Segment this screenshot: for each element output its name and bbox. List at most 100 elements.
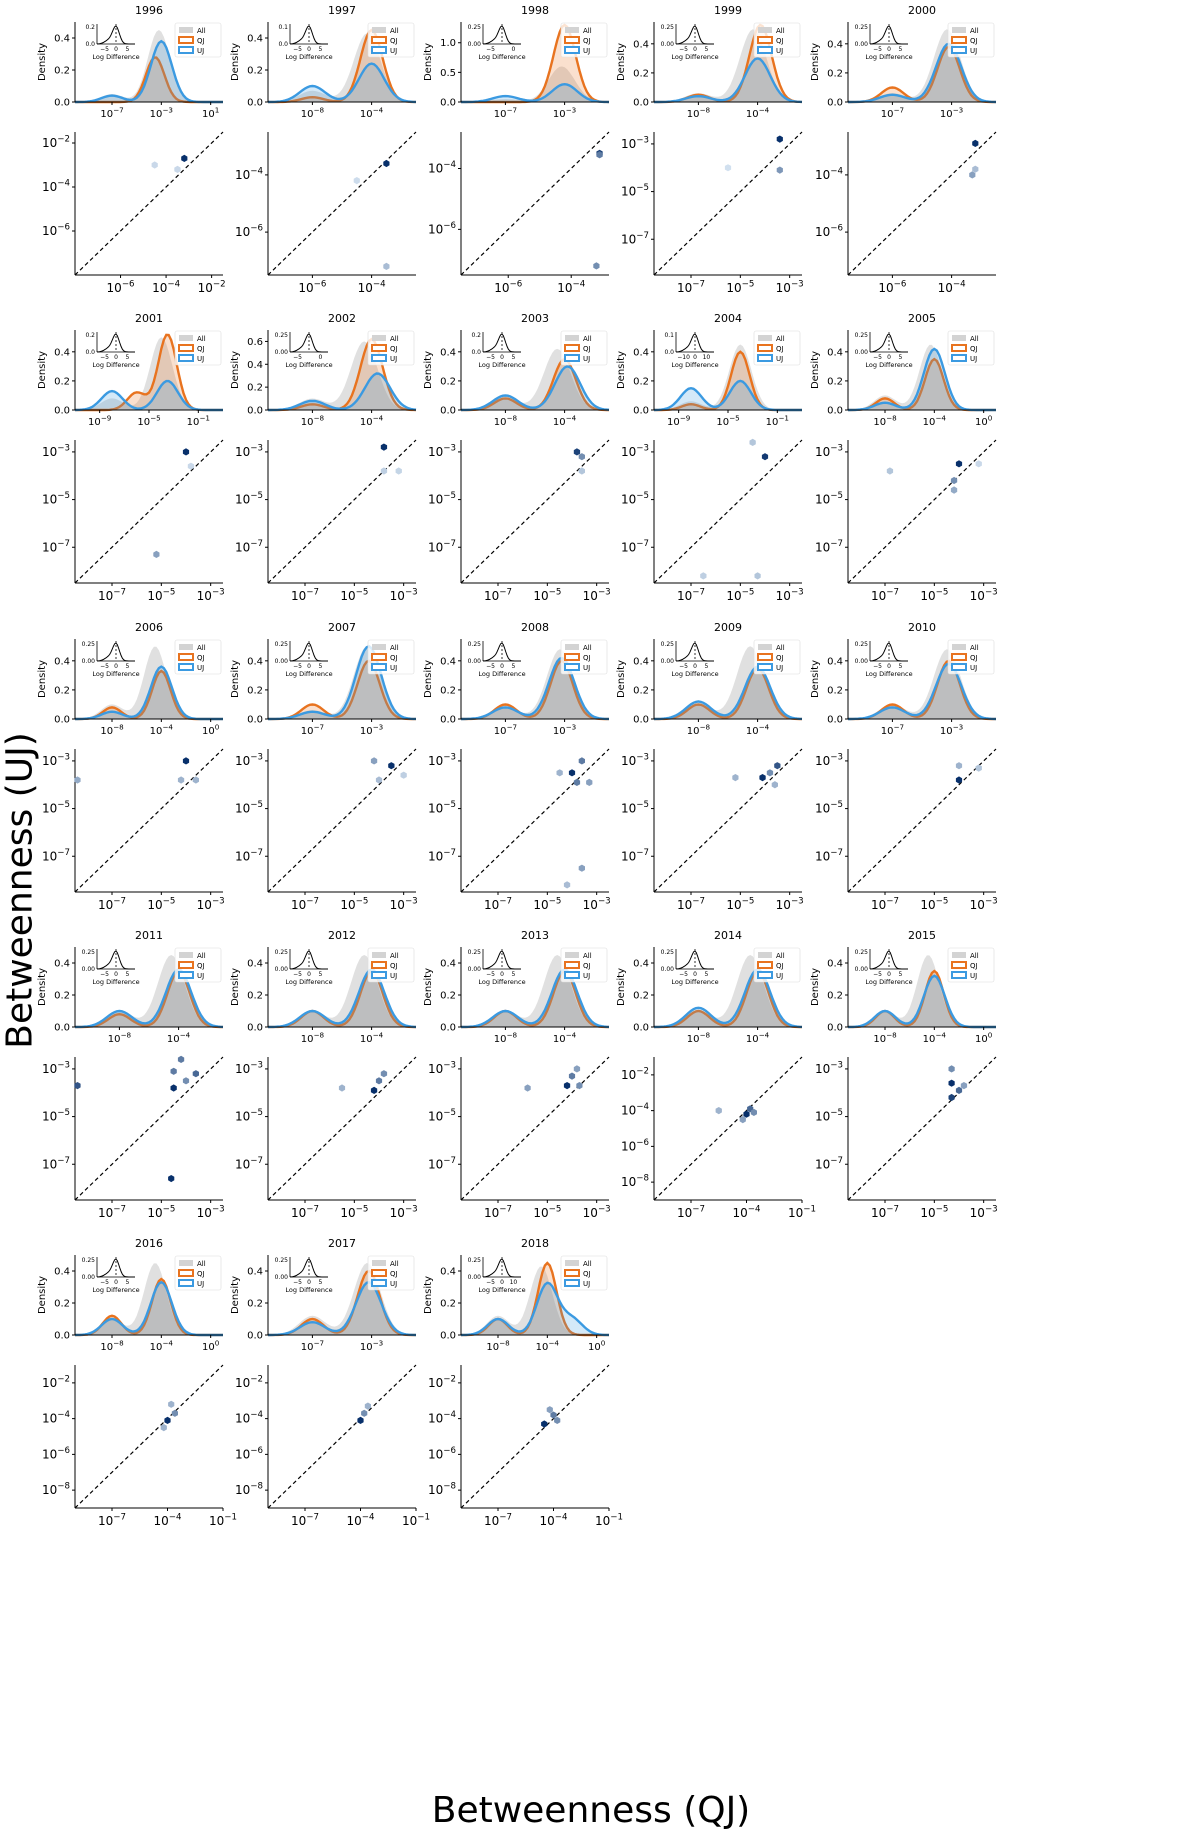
scatter-y-tick-label: 10−7 <box>235 848 263 863</box>
hexbin-cell <box>568 769 576 777</box>
scatter-x-tick-label: 10−3 <box>197 588 225 603</box>
inset-y-tick-label: 0.2 <box>85 332 95 339</box>
panel-title: 2007 <box>328 621 356 634</box>
density-y-tick-label: 0.2 <box>440 685 456 696</box>
inset-x-tick-label: 0 <box>887 354 891 361</box>
inset-curve <box>290 642 328 662</box>
hexbin-cell <box>573 1065 581 1073</box>
density-y-label: Density <box>423 43 434 81</box>
hexbin-cell <box>160 1424 167 1432</box>
density-y-label: Density <box>616 968 627 1006</box>
hexbin-cell <box>171 1409 178 1417</box>
density-x-tick-label: 10−3 <box>360 1339 383 1354</box>
legend-label-qj: QJ <box>583 37 591 45</box>
panel-title: 2000 <box>908 4 936 17</box>
hexbin-cell <box>338 1084 346 1092</box>
inset-x-label: Log Difference <box>285 1286 332 1294</box>
legend-swatch-all <box>758 952 772 958</box>
scatter-x-tick-label: 10−3 <box>197 897 225 912</box>
inset-x-tick-label: 0 <box>307 1279 311 1286</box>
inset-x-label: Log Difference <box>92 1286 139 1294</box>
legend-swatch-all <box>372 952 386 958</box>
legend-swatch-all <box>952 644 966 650</box>
hexbin-cell <box>578 453 585 461</box>
density-area-all <box>461 649 609 719</box>
hexbin-cell <box>950 476 958 485</box>
density-line-uj <box>461 656 609 721</box>
hexbin-cell <box>715 1107 722 1115</box>
density-area-all <box>268 1263 416 1335</box>
density-x-tick-label: 10−8 <box>687 1031 711 1046</box>
scatter-y-tick-label: 10−3 <box>621 444 649 459</box>
scatter-y-tick-label: 10−4 <box>815 167 843 182</box>
scatter-x-tick-label: 10−1 <box>788 1205 816 1220</box>
legend-swatch-uj <box>371 354 387 362</box>
scatter-y-tick-label: 10−5 <box>42 491 70 506</box>
density-y-tick-label: 0.2 <box>54 685 70 696</box>
scatter-y-tick-label: 10−2 <box>235 1374 263 1389</box>
hexbin-cell <box>383 159 390 168</box>
density-y-tick-label: 0.4 <box>440 959 456 970</box>
inset-x-label: Log Difference <box>671 670 718 678</box>
scatter-x-tick-label: 10−3 <box>390 1205 418 1220</box>
scatter-x-tick-label: 10−7 <box>291 588 319 603</box>
inset-x-tick-label: −5 <box>486 354 495 361</box>
legend-label-uj: UJ <box>583 972 590 980</box>
inset-x-tick-label: 0 <box>307 971 311 978</box>
legend-label-uj: UJ <box>197 972 204 980</box>
inset-x-label: Log Difference <box>92 361 139 369</box>
density-x-tick-label: 10−5 <box>716 414 739 429</box>
density-area-qj <box>268 1271 416 1335</box>
hexbin-cell <box>774 762 781 770</box>
inset-x-tick-label: 0 <box>114 354 118 361</box>
density-area-all <box>848 955 996 1027</box>
inset-x-tick-label: 0 <box>693 354 697 361</box>
scatter-x-tick-label: 10−3 <box>197 1205 225 1220</box>
scatter-y-tick-label: 10−5 <box>815 1108 843 1123</box>
inset-x-tick-label: −5 <box>100 971 109 978</box>
legend-swatch-qj <box>564 36 580 44</box>
scatter-y-tick-label: 10−2 <box>621 1066 649 1081</box>
hexbin-cell <box>177 1055 185 1063</box>
legend-label-qj: QJ <box>197 1270 205 1278</box>
legend-swatch-all <box>372 335 386 341</box>
density-x-tick-label: 10−8 <box>108 1031 132 1046</box>
inset-x-label: Log Difference <box>92 670 139 678</box>
inset-x-tick-label: 0 <box>114 971 118 978</box>
panel-title: 2016 <box>135 1237 163 1250</box>
legend-swatch-all <box>179 952 193 958</box>
inset-y-tick-label: 0.25 <box>661 641 675 648</box>
inset-x-tick-label: 5 <box>125 663 129 670</box>
hexbin-cell <box>732 774 739 782</box>
scatter-y-tick-label: 10−4 <box>42 1410 70 1425</box>
inset-y-tick-label: 0.00 <box>275 658 289 665</box>
inset-y-tick-label: 0.1 <box>278 24 288 31</box>
density-y-tick-label: 0.0 <box>440 1331 456 1342</box>
density-area-all <box>848 29 996 102</box>
diagonal-line <box>460 1364 610 1509</box>
legend-label-qj: QJ <box>776 345 784 353</box>
scatter-x-tick-label: 10−5 <box>726 588 754 603</box>
density-line-qj <box>461 969 609 1029</box>
scatter-y-tick-label: 10−2 <box>42 1374 70 1389</box>
legend-label-uj: UJ <box>776 972 783 980</box>
scatter-x-tick-label: 10−3 <box>583 1205 611 1220</box>
legend-label-all: All <box>390 1260 399 1268</box>
density-y-label: Density <box>423 660 434 698</box>
legend-label-qj: QJ <box>390 345 398 353</box>
density-x-tick-label: 10−4 <box>746 723 770 738</box>
inset-curve <box>97 1258 135 1278</box>
density-y-label: Density <box>810 351 821 389</box>
legend-label-all: All <box>197 27 206 35</box>
scatter-y-tick-label: 10−4 <box>42 179 70 194</box>
legend-label-uj: UJ <box>970 47 977 55</box>
density-area-uj <box>75 381 223 410</box>
density-area-uj <box>268 969 416 1027</box>
hexbin-cell <box>596 151 603 159</box>
density-y-label: Density <box>810 43 821 81</box>
inset-x-tick-label: −5 <box>100 1279 109 1286</box>
scatter-x-tick-label: 10−4 <box>152 280 180 295</box>
density-x-tick-label: 10−1 <box>766 414 789 429</box>
inset-curve <box>97 642 135 662</box>
density-area-all <box>461 348 609 410</box>
